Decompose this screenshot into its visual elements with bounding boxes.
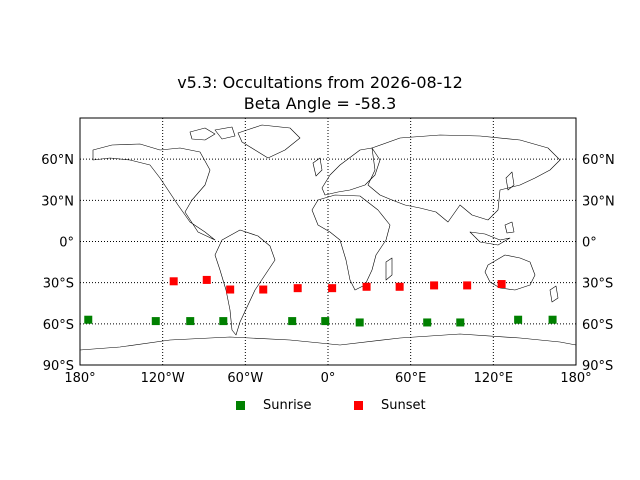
sunrise-point-9: [514, 315, 523, 324]
sunset-point-4: [293, 284, 302, 293]
chart-title: v5.3: Occultations from 2026-08-12: [177, 73, 463, 92]
sunset-point-8: [430, 281, 439, 290]
y-tick-label-left-1: 30°N: [41, 194, 74, 209]
x-tick-label-2: 60°W: [227, 371, 263, 386]
x-tick-label-0: 180°: [64, 371, 95, 386]
sunset-point-2: [226, 285, 235, 294]
sunrise-point-1: [151, 317, 160, 326]
legend-label-sunset: Sunset: [381, 398, 426, 413]
sunrise-point-0: [84, 315, 93, 324]
x-tick-label-3: 0°: [321, 371, 336, 386]
tick-labels: 180° 120°W 60°W 0° 60°E 120°E 180° 60°N 60°N 30°N…: [41, 153, 615, 386]
gridlines: [80, 118, 576, 365]
y-tick-label-left-4: 60°S: [43, 318, 74, 333]
sunrise-point-6: [355, 318, 364, 327]
legend-item-sunrise: Sunrise: [236, 398, 311, 413]
sunset-point-9: [463, 281, 472, 290]
y-tick-label-right-1: 30°N: [582, 194, 615, 209]
sunset-point-6: [362, 282, 371, 291]
data-points: [84, 275, 557, 327]
y-tick-label-left-0: 60°N: [41, 153, 74, 168]
x-tick-label-1: 120°W: [141, 371, 185, 386]
legend-swatch-sunset: [354, 401, 363, 410]
sunset-point-10: [497, 280, 506, 289]
sunset-point-3: [259, 285, 268, 294]
chart-subtitle: Beta Angle = -58.3: [243, 94, 397, 113]
sunrise-point-5: [321, 317, 330, 326]
legend-swatch-sunrise: [236, 401, 245, 410]
y-tick-label-left-3: 30°S: [43, 277, 74, 292]
sunrise-point-4: [288, 317, 297, 326]
sunset-point-5: [328, 284, 337, 293]
sunrise-point-8: [456, 318, 465, 327]
legend-item-sunset: Sunset: [354, 398, 426, 413]
sunset-point-0: [169, 277, 178, 286]
y-tick-label-right-0: 60°N: [582, 153, 615, 168]
sunset-point-7: [395, 282, 404, 291]
y-tick-label-left-2: 0°: [59, 236, 74, 251]
y-tick-label-right-5: 90°S: [582, 359, 613, 374]
sunrise-point-3: [219, 317, 228, 326]
y-tick-label-right-4: 60°S: [582, 318, 613, 333]
sunrise-point-2: [186, 317, 195, 326]
x-tick-label-6: 180°: [560, 371, 591, 386]
y-tick-label-left-5: 90°S: [43, 359, 74, 374]
legend: Sunrise Sunset: [0, 398, 640, 420]
sunset-point-1: [202, 275, 211, 284]
x-tick-label-4: 60°E: [395, 371, 426, 386]
y-tick-label-right-2: 0°: [582, 236, 597, 251]
sunrise-point-10: [548, 315, 557, 324]
legend-label-sunrise: Sunrise: [263, 398, 312, 413]
sunrise-point-7: [423, 318, 432, 327]
x-tick-label-5: 120°E: [474, 371, 514, 386]
y-tick-label-right-3: 30°S: [582, 277, 613, 292]
plot-frame: [79, 117, 577, 366]
